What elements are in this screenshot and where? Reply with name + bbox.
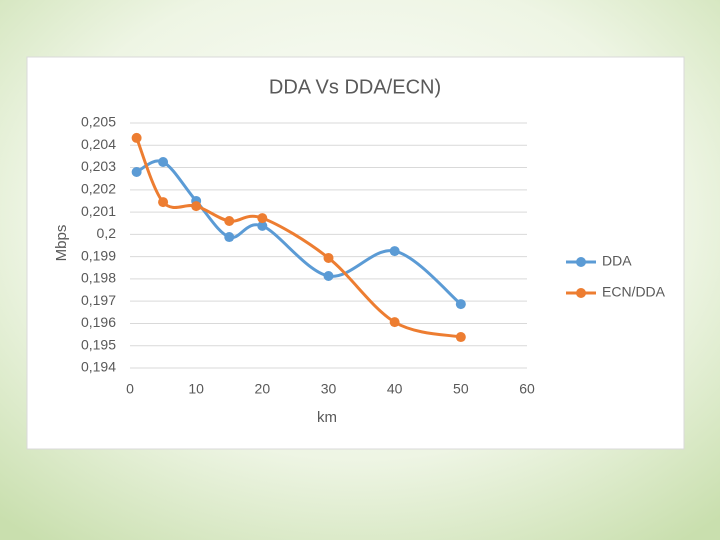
data-point: [257, 220, 268, 231]
x-tick-label: 30: [321, 381, 337, 397]
data-point: [224, 232, 235, 243]
data-point: [389, 246, 400, 257]
data-point: [455, 299, 466, 310]
x-tick-label: 40: [387, 381, 403, 397]
y-tick-label: 0,202: [81, 181, 116, 197]
y-tick-label: 0,197: [81, 292, 116, 308]
legend-label: ECN/DDA: [602, 284, 666, 300]
y-tick-label: 0,199: [81, 247, 116, 263]
legend-label: DDA: [602, 253, 632, 269]
y-tick-label: 0,201: [81, 203, 116, 219]
data-point: [257, 213, 268, 224]
data-point: [389, 317, 400, 328]
legend-marker: [576, 257, 586, 267]
x-tick-label: 0: [126, 381, 134, 397]
x-tick-label: 50: [453, 381, 469, 397]
chart-area: [26, 56, 685, 450]
y-tick-label: 0,205: [81, 114, 116, 130]
data-point: [131, 167, 142, 177]
y-tick-label: 0,194: [81, 359, 116, 375]
x-tick-label: 60: [519, 381, 535, 397]
y-axis-label: Mbps: [53, 225, 70, 262]
x-tick-label: 20: [255, 381, 271, 397]
data-point: [224, 216, 235, 226]
y-tick-label: 0,204: [81, 136, 116, 152]
legend-marker: [576, 288, 586, 298]
chart-title: DDA Vs DDA/ECN): [269, 76, 441, 98]
y-tick-label: 0,198: [81, 270, 116, 286]
data-point: [158, 156, 169, 167]
y-tick-label: 0,2: [97, 225, 117, 241]
data-point: [455, 332, 466, 343]
data-point: [323, 252, 334, 263]
x-axis-label: km: [317, 409, 337, 426]
data-point: [323, 271, 334, 282]
data-point: [158, 197, 169, 208]
y-tick-label: 0,196: [81, 314, 116, 330]
y-tick-label: 0,203: [81, 158, 116, 174]
y-tick-label: 0,195: [81, 336, 116, 352]
data-point: [191, 201, 202, 212]
x-tick-label: 10: [188, 381, 204, 397]
data-point: [131, 132, 142, 143]
